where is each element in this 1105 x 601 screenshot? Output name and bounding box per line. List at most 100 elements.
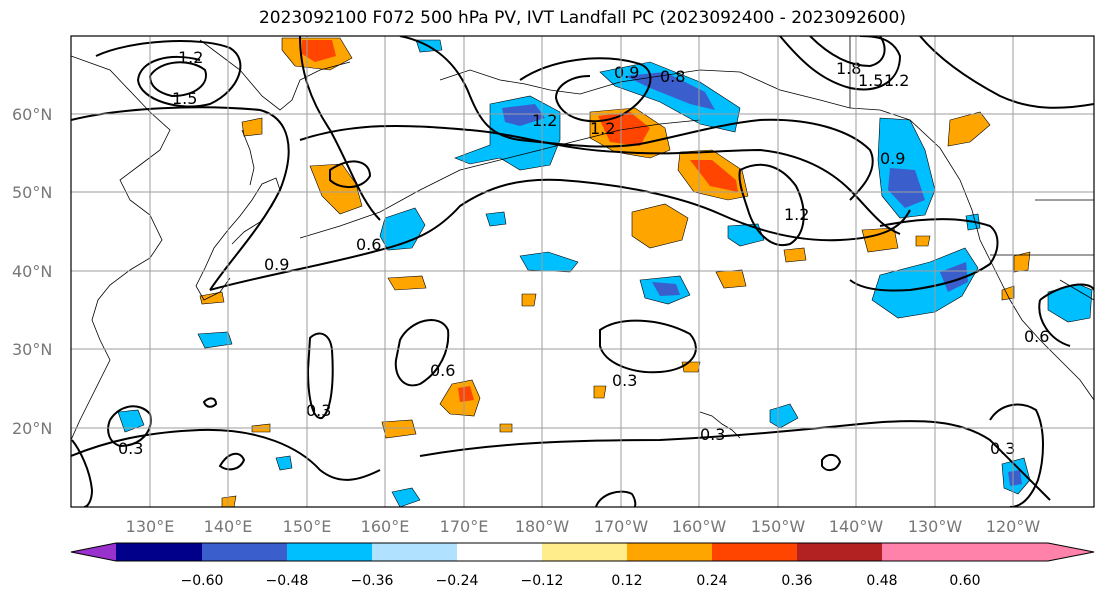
lat-label: 60°N <box>12 105 52 124</box>
lon-label: 160°W <box>672 517 727 536</box>
contour-label: 0.6 <box>356 235 381 254</box>
lon-label: 150°W <box>751 517 806 536</box>
contour-26 <box>595 490 637 507</box>
lon-label: 170°E <box>440 517 489 536</box>
neg-anomaly-japan-se <box>197 331 233 349</box>
lat-label: 20°N <box>12 419 52 438</box>
contour-label: 0.8 <box>660 67 685 86</box>
pos-anomaly-mid-east <box>631 203 689 249</box>
colorbar-tick-label: 0.48 <box>866 573 897 589</box>
coastline-hawaii <box>699 411 741 439</box>
pos-anomaly-small-10 <box>915 235 931 247</box>
contour-label: 1.2 <box>532 111 557 130</box>
colorbar-segment <box>287 543 373 561</box>
contour-9 <box>519 57 652 123</box>
coastline-kamchatka <box>199 39 351 111</box>
coastline-north-america-interior <box>849 36 1094 301</box>
colorbar-segment <box>372 543 458 561</box>
colorbar-segment <box>882 543 965 561</box>
contour-4 <box>299 124 901 235</box>
lon-label: 140°E <box>204 517 253 536</box>
contour-label: 0.3 <box>700 425 725 444</box>
colorbar-segment <box>712 543 798 561</box>
contour-23 <box>202 397 218 408</box>
pos-anomaly-north-1-core <box>302 40 336 62</box>
neg-anomaly-small-3 <box>275 455 293 471</box>
lon-label: 180°W <box>515 517 570 536</box>
colorbar-tick-label: 0.60 <box>949 573 980 589</box>
contour-6 <box>209 178 911 291</box>
gridlines <box>71 36 1094 507</box>
map-frame <box>70 35 1095 508</box>
colorbar-tick-label: 0.12 <box>611 573 642 589</box>
contour-16 <box>306 332 334 419</box>
colorbar-overflow <box>964 543 1094 561</box>
colorbar-segment <box>797 543 883 561</box>
contour-19 <box>107 405 152 448</box>
neg-anomaly-mid-1-core <box>652 282 680 296</box>
contour-12 <box>919 36 1094 109</box>
pos-anomaly-subtropic-2 <box>381 419 417 439</box>
contour-label: 1.8 <box>836 59 861 78</box>
pos-anomaly-gulf-core <box>690 160 738 192</box>
pos-anomaly-small-8 <box>593 385 607 399</box>
coastline-japan <box>195 177 281 301</box>
lon-label: 130°E <box>126 517 175 536</box>
neg-anomaly-sw <box>117 409 145 433</box>
contour-label: 1.2 <box>590 119 615 138</box>
pos-anomaly-east <box>861 227 899 253</box>
contour-7 <box>299 36 381 221</box>
contour-13 <box>738 163 805 247</box>
colorbar-segment <box>116 543 203 561</box>
neg-anomaly-california-core <box>940 262 968 292</box>
lat-label: 30°N <box>12 340 52 359</box>
contour-21 <box>1038 283 1094 347</box>
contour-label: 0.6 <box>1024 327 1049 346</box>
colorbar: −0.60 −0.48 −0.36 −0.24 −0.12 0.12 0.24 … <box>70 542 1095 589</box>
neg-anomaly-mid-4 <box>727 223 765 247</box>
map-title: 2023092100 F072 500 hPa PV, IVT Landfall… <box>258 8 906 28</box>
lon-labels: 130°E 140°E 150°E 160°E 170°E 180°W 170°… <box>126 517 1041 536</box>
colorbar-tick-label: 0.36 <box>781 573 812 589</box>
contour-3 <box>71 106 290 291</box>
neg-anomaly-bering-core <box>502 104 545 126</box>
coastline-aleutians <box>299 119 701 239</box>
lon-label: 120°W <box>986 517 1041 536</box>
contour-label: 1.2 <box>178 48 203 67</box>
contour-label: 0.3 <box>118 439 143 458</box>
pos-anomaly-small-9 <box>681 361 701 373</box>
coastline-alaska <box>439 69 1094 401</box>
colorbar-outline <box>70 542 1095 562</box>
coastlines <box>71 36 1094 441</box>
neg-anomaly-mid-2 <box>519 251 579 273</box>
contour-17 <box>71 428 381 481</box>
contour-1 <box>95 40 242 108</box>
contour-5 <box>329 160 372 188</box>
contour-14 <box>599 319 697 374</box>
contour-2 <box>148 61 207 98</box>
contour-label: 1.2 <box>884 71 909 90</box>
neg-anomaly-south-mex-core <box>1008 470 1022 486</box>
neg-anomaly-south-cal <box>1047 283 1093 323</box>
contour-15 <box>394 319 450 387</box>
colorbar-segment <box>202 543 288 561</box>
neg-anomaly-gulf-alaska-core <box>625 72 715 110</box>
contour-label: 0.3 <box>990 439 1015 458</box>
colorbar-segment <box>627 543 713 561</box>
colorbar-tick-label: −0.24 <box>436 573 479 589</box>
pos-anomaly-bc <box>947 111 991 147</box>
lat-labels: 60°N 50°N 40°N 30°N 20°N <box>12 105 52 438</box>
contour-label: 0.9 <box>264 255 289 274</box>
neg-anomaly-small-2 <box>485 211 507 227</box>
colorbar-tick-label: −0.36 <box>351 573 394 589</box>
contour-24 <box>821 454 842 472</box>
lat-label: 40°N <box>12 262 52 281</box>
colorbar-segment <box>457 543 543 561</box>
contour-label: 1.2 <box>784 205 809 224</box>
contour-label: 0.3 <box>306 401 331 420</box>
colorbar-underflow <box>71 543 116 561</box>
colorbar-tick-label: 0.24 <box>696 573 727 589</box>
lon-label: 150°E <box>283 517 332 536</box>
lon-label: 130°W <box>908 517 963 536</box>
contour-label: 0.6 <box>430 361 455 380</box>
